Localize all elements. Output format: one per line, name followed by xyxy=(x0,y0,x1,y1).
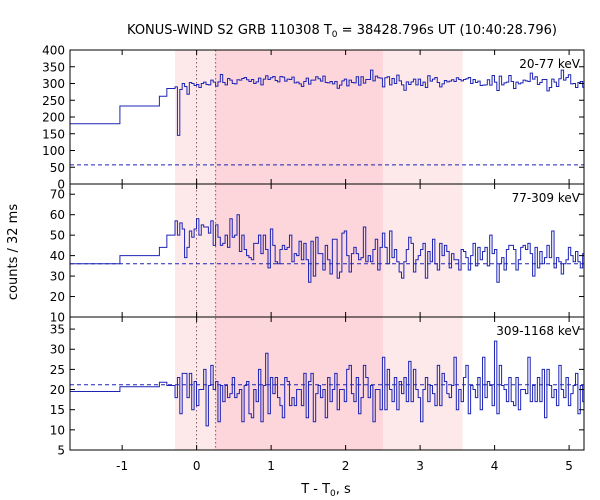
panel-3-y-tick-label-35: 35 xyxy=(50,323,65,337)
x-axis-label-subscript: 0 xyxy=(330,489,336,499)
panel-2-y-tick-label-40: 40 xyxy=(50,249,65,263)
x-axis-label-main: T - T xyxy=(300,482,330,497)
chart-title-rest: = 38428.796s UT (10:40:28.796) xyxy=(338,23,557,38)
panel-1-y-tick-label-150: 150 xyxy=(42,127,65,141)
panel-2-y-tick-label-60: 60 xyxy=(50,208,65,222)
panel-2-y-tick-label-70: 70 xyxy=(50,188,65,202)
panel-3-y-tick-label-30: 30 xyxy=(50,343,65,357)
panel-3-y-tick-label-15: 15 xyxy=(50,403,65,417)
panel-1-y-tick-label-400: 400 xyxy=(42,44,65,58)
panel-2-y-tick-label-20: 20 xyxy=(50,290,65,304)
chart-title-subscript: 0 xyxy=(332,30,338,40)
panel-2-y-tick-label-50: 50 xyxy=(50,229,65,243)
panel-3-y-tick-label-25: 25 xyxy=(50,363,65,377)
panel-1-energy-label: 20-77 keV xyxy=(519,57,581,71)
panel-2-count-series xyxy=(70,214,584,283)
x-tick-label-2: 2 xyxy=(342,459,350,473)
panel-3-y-tick-label-20: 20 xyxy=(50,383,65,397)
panel-2-y-tick-label-10: 10 xyxy=(50,311,65,325)
panel-2-energy-label: 77-309 keV xyxy=(512,191,581,205)
panel-2-y-tick-label-30: 30 xyxy=(50,270,65,284)
x-tick-label-1: 1 xyxy=(267,459,275,473)
panel-3-frame xyxy=(69,316,585,451)
panel-1-y-tick-label-100: 100 xyxy=(42,144,65,158)
panel-3-y-tick-label-5: 5 xyxy=(57,444,65,458)
x-axis-label: T - T0, s xyxy=(300,482,351,499)
chart-title: KONUS-WIND S2 GRB 110308 T0 = 38428.796s… xyxy=(127,23,557,40)
x-tick-label-4: 4 xyxy=(491,459,499,473)
y-axis-label: counts / 32 ms xyxy=(6,204,21,300)
x-tick-label-5: 5 xyxy=(565,459,573,473)
panel-1-count-series xyxy=(70,69,584,136)
x-axis-label-rest: , s xyxy=(336,482,351,497)
panel-3-y-tick-label-10: 10 xyxy=(50,423,65,437)
panel-3-energy-label: 309-1168 keV xyxy=(496,324,580,338)
panel-3-count-series xyxy=(70,340,584,427)
x-tick-label--1: -1 xyxy=(116,459,128,473)
x-tick-label-3: 3 xyxy=(416,459,424,473)
panel-1-y-tick-label-0: 0 xyxy=(57,178,65,192)
x-tick-label-0: 0 xyxy=(193,459,201,473)
panel-1-y-tick-label-200: 200 xyxy=(42,111,65,125)
panel-1-y-tick-label-350: 350 xyxy=(42,60,65,74)
chart-title-main: KONUS-WIND S2 GRB 110308 T xyxy=(127,23,332,38)
panel-1-y-tick-label-50: 50 xyxy=(50,161,65,175)
panel-1-y-tick-label-300: 300 xyxy=(42,77,65,91)
panel-1-y-tick-label-250: 250 xyxy=(42,94,65,108)
